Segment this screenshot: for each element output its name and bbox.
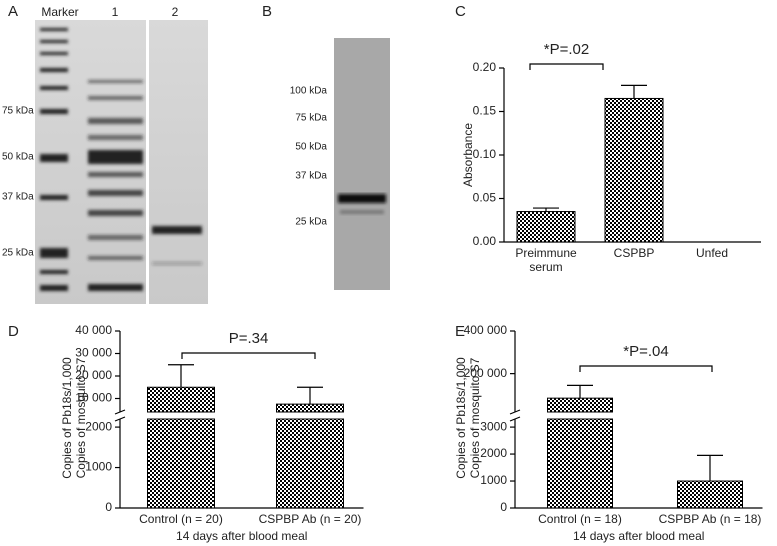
y-axis-label: Copies of mosquito S7 [74, 357, 88, 478]
x-tick-label: Control (n = 20) [139, 512, 223, 526]
bar [547, 418, 613, 509]
y-tick-label: 30 000 [75, 346, 112, 360]
y-axis-label: Copies of Pb18s/1,000 [60, 357, 74, 479]
x-tick-label-box: Unfed [695, 246, 729, 260]
panel-label: E [455, 323, 465, 340]
y-tick-label: 0.10 [473, 147, 497, 161]
panel-label: B [262, 3, 272, 20]
y-tick-label: 1000 [480, 473, 507, 487]
x-tick-label-box: Preimmune serum [515, 246, 577, 274]
bar [276, 403, 344, 413]
bar [547, 397, 613, 413]
x-tick-label-box: Control (n = 20) [139, 512, 223, 526]
x-tick-label: CSPBP Ab (n = 20) [258, 512, 362, 526]
bar [516, 211, 576, 243]
bar [604, 97, 664, 243]
x-tick-label: Control (n = 18) [538, 512, 622, 526]
y-tick-label: 10 000 [75, 391, 112, 405]
panel-label: A [8, 3, 18, 20]
lane-label: 2 [172, 5, 179, 19]
significance-bracket [579, 365, 713, 372]
y-tick-label: 1000 [85, 460, 112, 474]
axis-break [114, 416, 126, 422]
y-axis-label: Copies of Pb18s/1,000 [454, 357, 468, 479]
bar [276, 418, 344, 509]
gel-b [334, 38, 390, 290]
marker-label: 100 kDa [290, 86, 328, 97]
panel-label: C [455, 3, 466, 20]
x-tick-label: Preimmune serum [515, 246, 577, 274]
annotation: *P=.04 [623, 343, 668, 360]
marker-label: 50 kDa [295, 142, 327, 153]
axis-break [114, 409, 126, 415]
annotation: *P=.02 [544, 41, 589, 58]
x-tick-label: CSPBP Ab (n = 18) [658, 512, 762, 526]
y-tick-label: 2000 [85, 419, 112, 433]
significance-bracket [181, 352, 316, 359]
marker-label: 75 kDa [295, 113, 327, 124]
y-tick-label: 0 [105, 500, 112, 514]
x-tick-label: Unfed [695, 246, 729, 260]
x-axis-label: 14 days after blood meal [176, 529, 307, 543]
marker-label: 25 kDa [2, 248, 34, 259]
y-tick-label: 40 000 [75, 323, 112, 337]
marker-label: 37 kDa [2, 192, 34, 203]
x-tick-label-box: CSPBP [613, 246, 655, 260]
marker-label: 37 kDa [295, 171, 327, 182]
x-axis-label: 14 days after blood meal [573, 529, 704, 543]
y-tick-label: 0.15 [473, 104, 497, 118]
y-tick-label: 400 000 [464, 323, 508, 337]
annotation: P=.34 [229, 330, 269, 347]
x-tick-label-box: CSPBP Ab (n = 20) [258, 512, 362, 526]
gel-a [35, 20, 208, 304]
y-tick-label: 0.00 [473, 234, 497, 248]
lane-label: Marker [41, 5, 78, 19]
x-tick-label-box: Control (n = 18) [538, 512, 622, 526]
y-axis-label: Absorbance [461, 123, 475, 187]
bar [677, 480, 743, 509]
x-tick-label-box: CSPBP Ab (n = 18) [658, 512, 762, 526]
x-tick-label: CSPBP [613, 246, 655, 260]
y-tick-label: 0 [500, 500, 507, 514]
marker-label: 75 kDa [2, 106, 34, 117]
y-tick-label: 200 000 [464, 366, 508, 380]
panel-label: D [8, 323, 19, 340]
marker-label: 50 kDa [2, 152, 34, 163]
y-tick-label: 2000 [480, 446, 507, 460]
lane-label: 1 [112, 5, 119, 19]
y-tick-label: 20 000 [75, 368, 112, 382]
axis-break [509, 416, 521, 422]
y-axis-label: Copies of mosquito S7 [468, 357, 482, 478]
bar [147, 418, 215, 509]
y-tick-label: 0.05 [473, 191, 497, 205]
bar [147, 386, 215, 413]
y-tick-label: 0.20 [473, 60, 497, 74]
significance-bracket [529, 63, 604, 70]
axis-break [509, 409, 521, 415]
marker-label: 25 kDa [295, 217, 327, 228]
y-tick-label: 3000 [480, 419, 507, 433]
